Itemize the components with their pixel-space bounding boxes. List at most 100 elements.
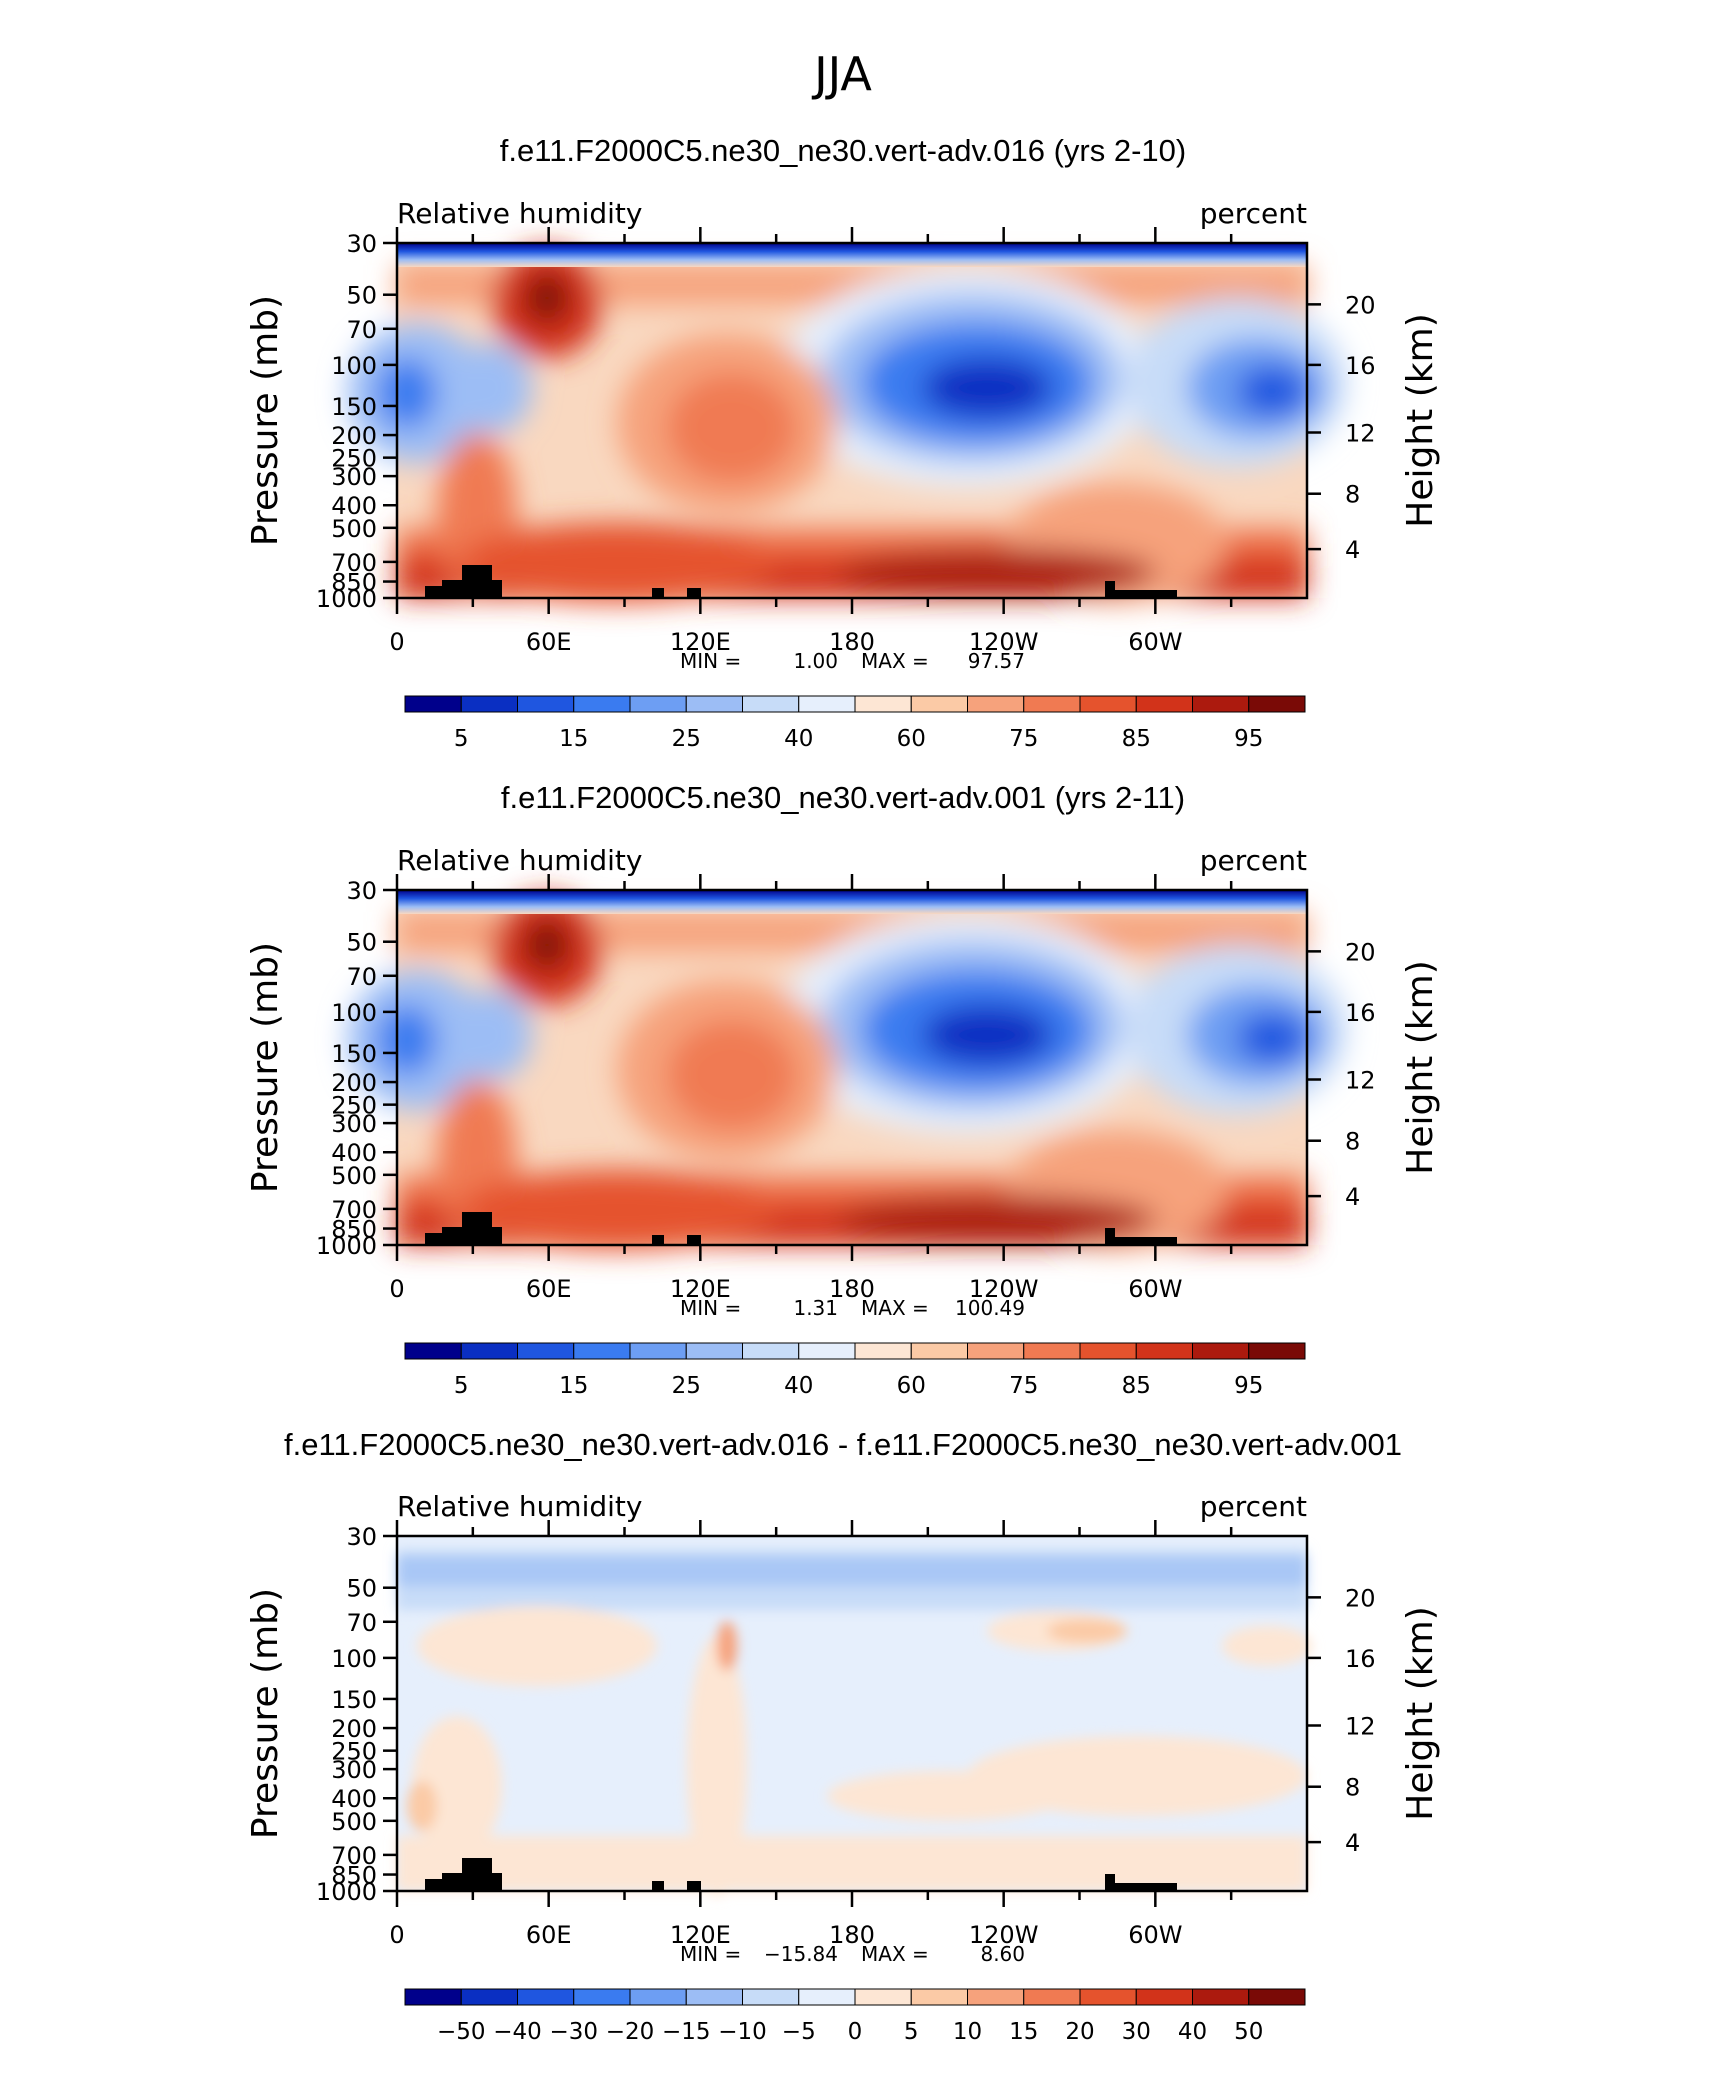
x-tick-label: 120W: [969, 1275, 1039, 1303]
min-value: 1.00: [793, 649, 838, 673]
y2-tick-label: 8: [1345, 1774, 1360, 1802]
max-value: 97.57: [968, 649, 1025, 673]
colorbar-label: 40: [784, 1373, 813, 1399]
y-tick-label: 850: [331, 1862, 377, 1890]
units-label: percent: [1200, 197, 1307, 230]
colorbar-swatch: [1248, 1988, 1306, 2006]
colorbar-swatch: [685, 1342, 743, 1360]
y-axis-label: Pressure (mb): [245, 295, 286, 546]
y-tick-label: 30: [346, 230, 377, 258]
y-tick-label: 250: [331, 1738, 377, 1766]
colorbar-label: 25: [672, 726, 701, 752]
colorbar-swatch: [1135, 695, 1193, 713]
colorbar-swatch: [742, 1342, 800, 1360]
y-tick-label: 500: [331, 515, 377, 543]
colorbar-label: 15: [559, 1373, 588, 1399]
colorbar-label: 85: [1122, 1373, 1151, 1399]
colorbar-label: 15: [559, 726, 588, 752]
y-tick-label: 1000: [316, 1878, 377, 1906]
min-value: 1.31: [793, 1296, 838, 1320]
colorbar-swatch: [1079, 695, 1137, 713]
colorbar-label: 5: [904, 2019, 919, 2045]
colorbar-swatch: [910, 1342, 968, 1360]
colorbar-label: −30: [549, 2019, 598, 2045]
colorbar-label: 75: [1009, 726, 1038, 752]
y-tick-label: 30: [346, 877, 377, 905]
y-tick-label: 1000: [316, 1232, 377, 1260]
colorbar-swatch: [1248, 695, 1306, 713]
y-tick-label: 150: [331, 393, 377, 421]
colorbar-swatch: [517, 1988, 575, 2006]
y-tick-label: 150: [331, 1686, 377, 1714]
max-text: MAX =: [861, 649, 929, 673]
colorbar-swatch: [573, 1342, 631, 1360]
max-value: 100.49: [955, 1296, 1025, 1320]
colorbar-swatch: [1023, 695, 1081, 713]
colorbar-label: 25: [672, 1373, 701, 1399]
colorbar-swatch: [404, 1988, 462, 2006]
y-tick-label: 70: [346, 963, 377, 991]
colorbar-label: 60: [897, 726, 926, 752]
y-axis-label: Pressure (mb): [245, 942, 286, 1193]
y-tick-label: 400: [331, 1139, 377, 1167]
y-tick-label: 100: [331, 352, 377, 380]
max-text: MAX =: [861, 1296, 929, 1320]
colorbar-swatch: [1192, 1988, 1250, 2006]
min-text: MIN =: [680, 649, 741, 673]
y-axis-label: Pressure (mb): [245, 1588, 286, 1839]
colorbar-swatch: [1248, 1342, 1306, 1360]
colorbar-swatch: [1023, 1988, 1081, 2006]
colorbar-label: 40: [784, 726, 813, 752]
x-tick-label: 60W: [1128, 628, 1182, 656]
variable-label: Relative humidity: [397, 197, 642, 230]
x-tick-label: 180: [829, 628, 875, 656]
y2-tick-label: 4: [1345, 1829, 1360, 1857]
y-tick-label: 500: [331, 1162, 377, 1190]
max-value: 8.60: [980, 1942, 1025, 1966]
panel-title: f.e11.F2000C5.ne30_ne30.vert-adv.016 (yr…: [500, 133, 1186, 168]
colorbar-label: 40: [1178, 2019, 1207, 2045]
y2-tick-label: 12: [1345, 1066, 1376, 1094]
colorbar-label: 95: [1234, 726, 1263, 752]
colorbar-swatch: [1079, 1342, 1137, 1360]
min-text: MIN =: [680, 1296, 741, 1320]
colorbar-swatch: [629, 1342, 687, 1360]
x-tick-label: 120E: [670, 1921, 731, 1949]
y-tick-label: 200: [331, 422, 377, 450]
units-label: percent: [1200, 844, 1307, 877]
y2-axis-label: Height (km): [1400, 960, 1441, 1174]
colorbar-swatch: [910, 695, 968, 713]
y-tick-label: 100: [331, 999, 377, 1027]
x-tick-label: 120W: [969, 1921, 1039, 1949]
colorbar-label: 20: [1065, 2019, 1094, 2045]
y2-tick-label: 16: [1345, 352, 1376, 380]
x-tick-label: 60W: [1128, 1275, 1182, 1303]
max-text: MAX =: [861, 1942, 929, 1966]
colorbar-swatch: [967, 1342, 1025, 1360]
colorbar-swatch: [798, 695, 856, 713]
colorbar-swatch: [685, 1988, 743, 2006]
y-tick-label: 400: [331, 492, 377, 520]
panel-1: f.e11.F2000C5.ne30_ne30.vert-adv.016 (yr…: [245, 133, 1441, 752]
colorbar-swatch: [685, 695, 743, 713]
panel-2: f.e11.F2000C5.ne30_ne30.vert-adv.001 (yr…: [245, 780, 1441, 1399]
colorbar-swatch: [967, 695, 1025, 713]
colorbar-swatch: [573, 1988, 631, 2006]
panel-title: f.e11.F2000C5.ne30_ne30.vert-adv.016 - f…: [284, 1427, 1402, 1462]
panel-3: f.e11.F2000C5.ne30_ne30.vert-adv.016 - f…: [245, 1427, 1441, 2045]
colorbar-swatch: [460, 1988, 518, 2006]
x-tick-label: 0: [389, 1275, 404, 1303]
contour-field: [347, 243, 1347, 603]
colorbar-swatch: [967, 1988, 1025, 2006]
y-tick-label: 300: [331, 1756, 377, 1784]
y-tick-label: 500: [331, 1808, 377, 1836]
colorbar-label: 15: [1009, 2019, 1038, 2045]
y-tick-label: 50: [346, 929, 377, 957]
colorbar-swatch: [517, 1342, 575, 1360]
y-tick-label: 100: [331, 1645, 377, 1673]
x-tick-label: 0: [389, 1921, 404, 1949]
colorbar-label: −50: [437, 2019, 486, 2045]
colorbar-swatch: [798, 1988, 856, 2006]
colorbar-swatch: [1135, 1988, 1193, 2006]
